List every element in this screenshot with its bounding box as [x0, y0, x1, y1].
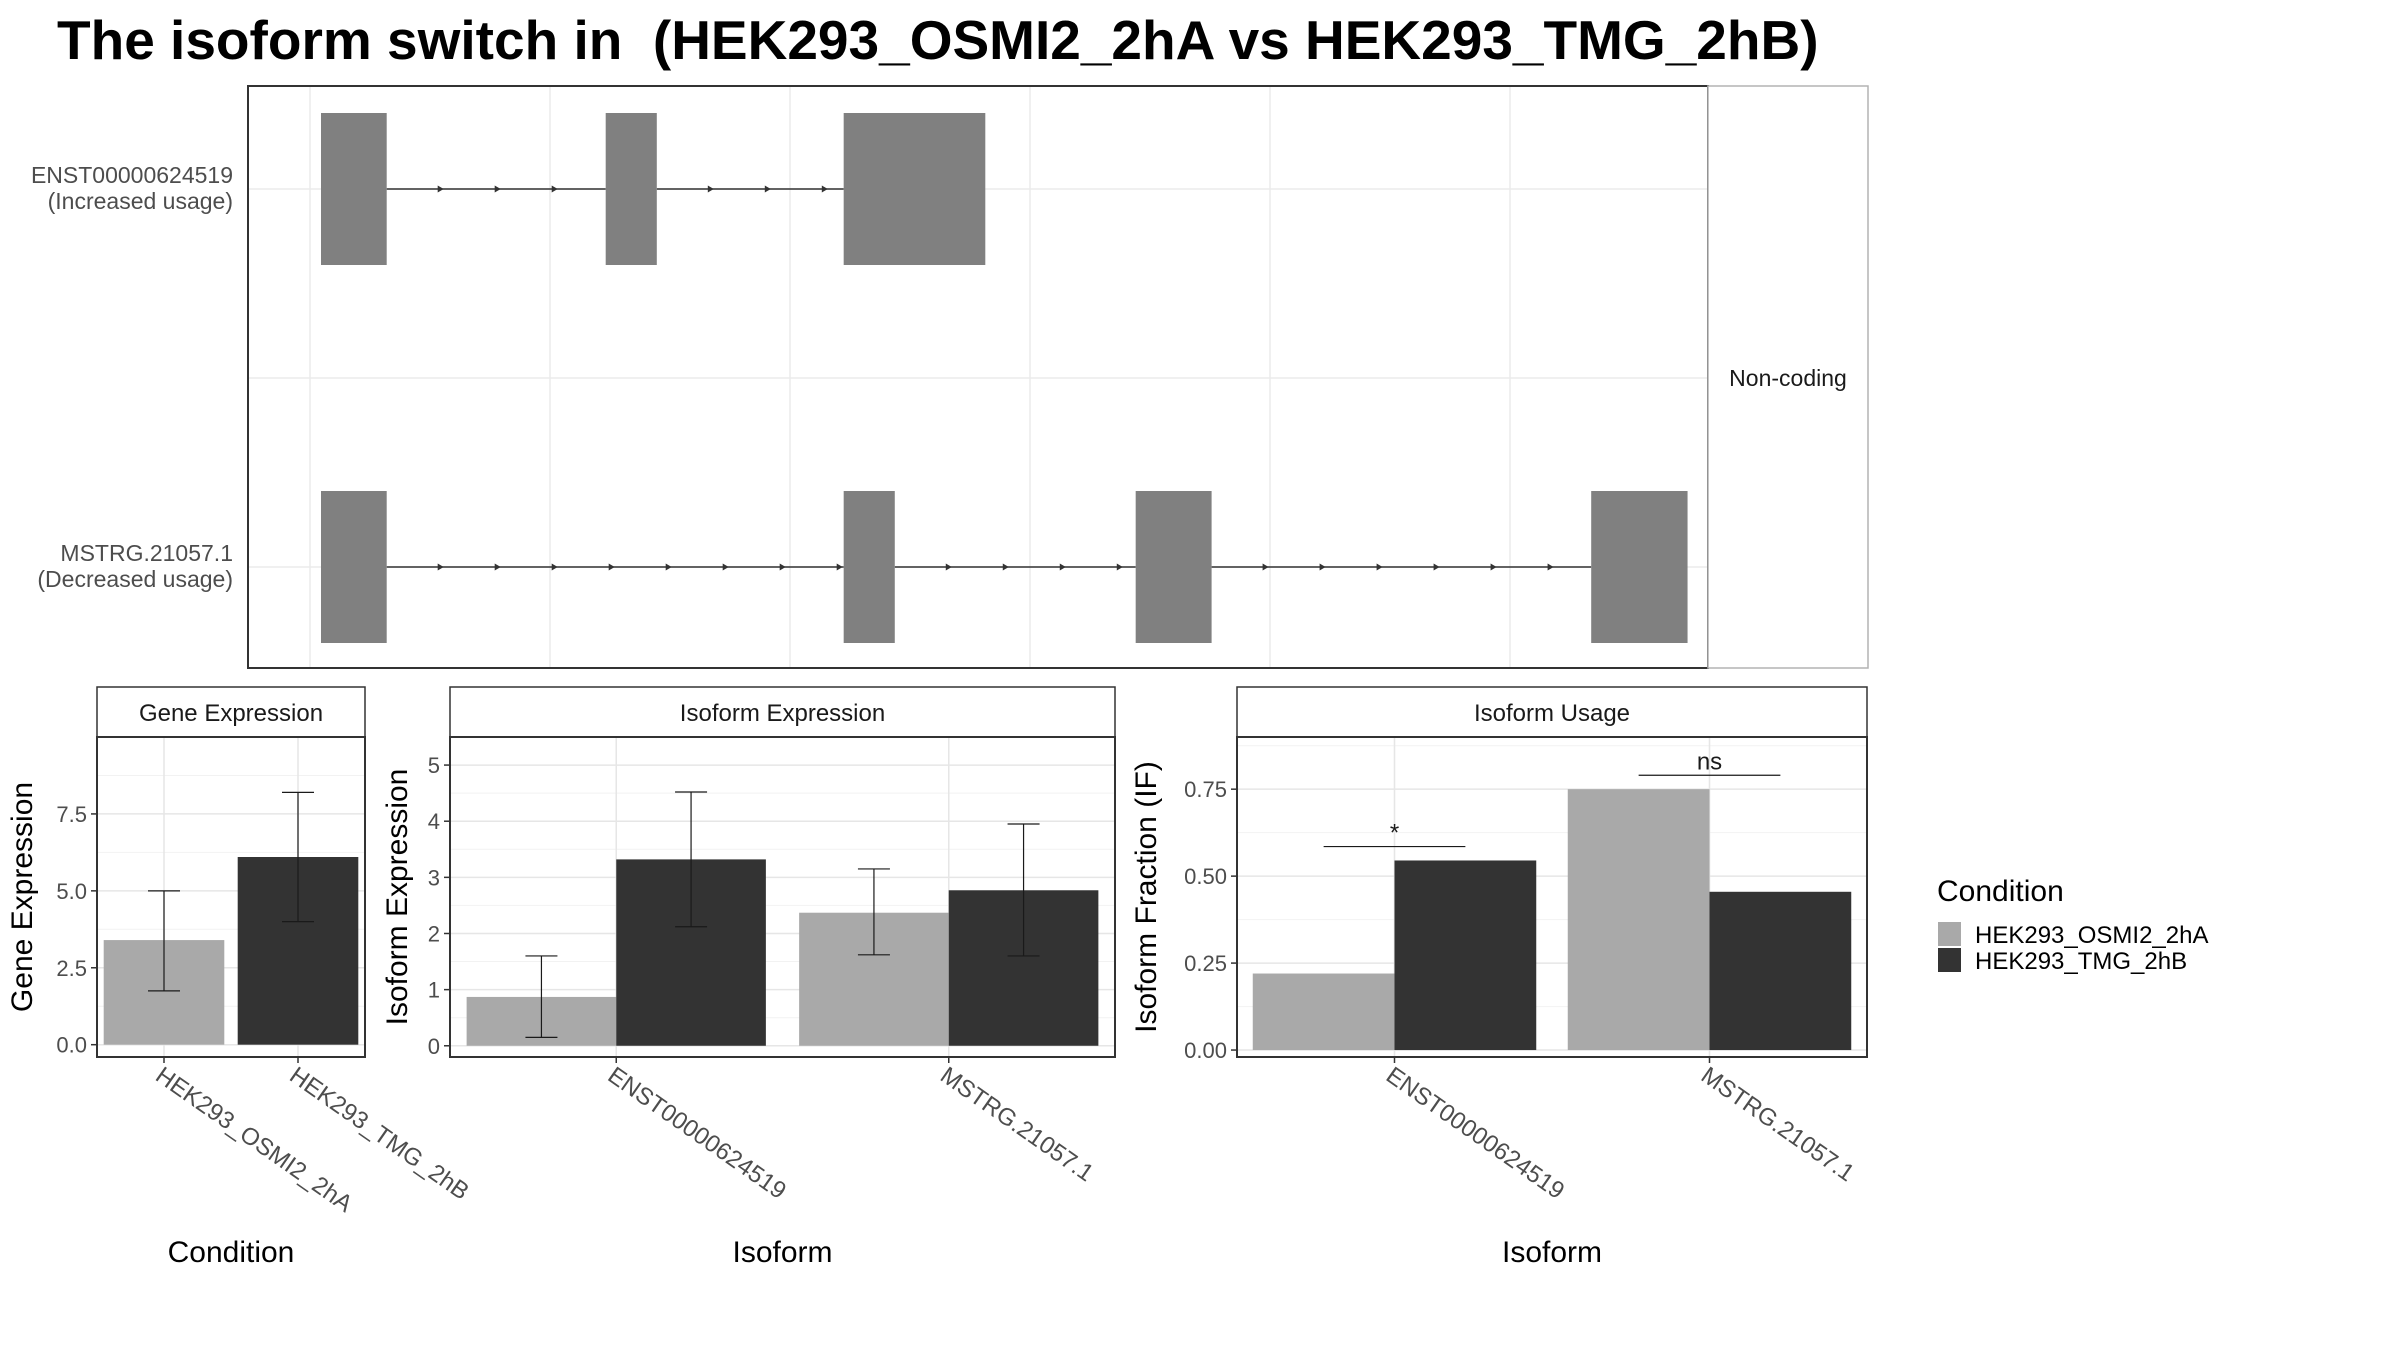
y-tick-label: 1 [428, 978, 440, 1003]
bar [1567, 789, 1710, 1051]
legend-swatch [1938, 948, 1961, 972]
structure-strip-label: Non-coding [1729, 365, 1847, 391]
legend-item-label: HEK293_OSMI2_2hA [1975, 922, 2208, 949]
y-tick-label: 0.00 [1184, 1038, 1227, 1063]
direction-arrow [1116, 563, 1123, 571]
exon-block [321, 113, 387, 265]
page-title: The isoform switch in (HEK293_OSMI2_2hA … [57, 9, 1819, 71]
facet-strip [449, 686, 1116, 738]
direction-arrow [1433, 563, 1440, 571]
panel-border [449, 736, 1116, 1058]
direction-arrow [665, 563, 672, 571]
facet-title: Isoform Expression [680, 700, 885, 727]
y-tick-label: 2 [428, 921, 440, 946]
isoform-usage-label: (Increased usage) [48, 188, 233, 214]
bar [1394, 860, 1537, 1051]
direction-arrow [821, 185, 828, 193]
direction-arrow [1490, 563, 1497, 571]
direction-arrow [945, 563, 952, 571]
significance-label: ns [1697, 748, 1722, 775]
y-tick-label: 2.5 [56, 956, 87, 981]
direction-arrow [836, 563, 843, 571]
legend-title: Condition [1937, 875, 2064, 908]
x-tick-label: MSTRG.21057.1 [1696, 1062, 1859, 1187]
isoform-usage-label: (Decreased usage) [37, 566, 233, 592]
direction-arrow [1002, 563, 1009, 571]
direction-arrow [437, 563, 444, 571]
y-tick-label: 0.25 [1184, 951, 1227, 976]
y-tick-label: 0.75 [1184, 777, 1227, 802]
y-axis-title: Isoform Fraction (IF) [1130, 761, 1163, 1033]
facet-title: Gene Expression [139, 700, 323, 727]
x-tick-label: ENST00000624519 [1381, 1062, 1569, 1205]
direction-arrow [437, 185, 444, 193]
y-tick-label: 0.0 [56, 1033, 87, 1058]
x-tick-label: MSTRG.21057.1 [935, 1062, 1098, 1187]
exon-block [605, 113, 657, 265]
y-tick-label: 7.5 [56, 802, 87, 827]
direction-arrow [1059, 563, 1066, 571]
direction-arrow [1262, 563, 1269, 571]
direction-arrow [1319, 563, 1326, 571]
exon-block [1135, 491, 1212, 643]
direction-arrow [608, 563, 615, 571]
facet-title: Isoform Usage [1474, 700, 1630, 727]
facet-strip [96, 686, 366, 738]
y-tick-label: 5.0 [56, 879, 87, 904]
panel-border [96, 736, 366, 1058]
legend-swatch [1938, 922, 1961, 946]
direction-arrow [551, 185, 558, 193]
direction-arrow [1376, 563, 1383, 571]
exon-block [843, 491, 895, 643]
x-axis-title: Isoform [1502, 1236, 1602, 1269]
bar [1709, 891, 1852, 1051]
isoform-label: MSTRG.21057.1 [60, 540, 233, 566]
y-axis-title: Isoform Expression [381, 769, 414, 1026]
y-tick-label: 4 [428, 809, 440, 834]
facet-strip [1236, 686, 1868, 738]
exon-block [843, 113, 986, 265]
y-tick-label: 5 [428, 753, 440, 778]
significance-label: * [1390, 820, 1399, 847]
isoform-label: ENST00000624519 [31, 162, 233, 188]
exon-block [1591, 491, 1688, 643]
panel-border [1236, 736, 1868, 1058]
direction-arrow [779, 563, 786, 571]
direction-arrow [494, 185, 501, 193]
legend-item-label: HEK293_TMG_2hB [1975, 948, 2187, 975]
exon-block [321, 491, 387, 643]
direction-arrow [551, 563, 558, 571]
direction-arrow [764, 185, 771, 193]
structure-strip [1707, 85, 1869, 669]
bar [1252, 973, 1395, 1051]
direction-arrow [707, 185, 714, 193]
x-axis-title: Condition [168, 1236, 295, 1269]
y-tick-label: 0 [428, 1034, 440, 1059]
direction-arrow [1547, 563, 1554, 571]
x-tick-label: ENST00000624519 [603, 1062, 791, 1205]
direction-arrow [494, 563, 501, 571]
y-tick-label: 3 [428, 865, 440, 890]
x-axis-title: Isoform [732, 1236, 832, 1269]
direction-arrow [722, 563, 729, 571]
y-tick-label: 0.50 [1184, 864, 1227, 889]
y-axis-title: Gene Expression [6, 782, 39, 1012]
